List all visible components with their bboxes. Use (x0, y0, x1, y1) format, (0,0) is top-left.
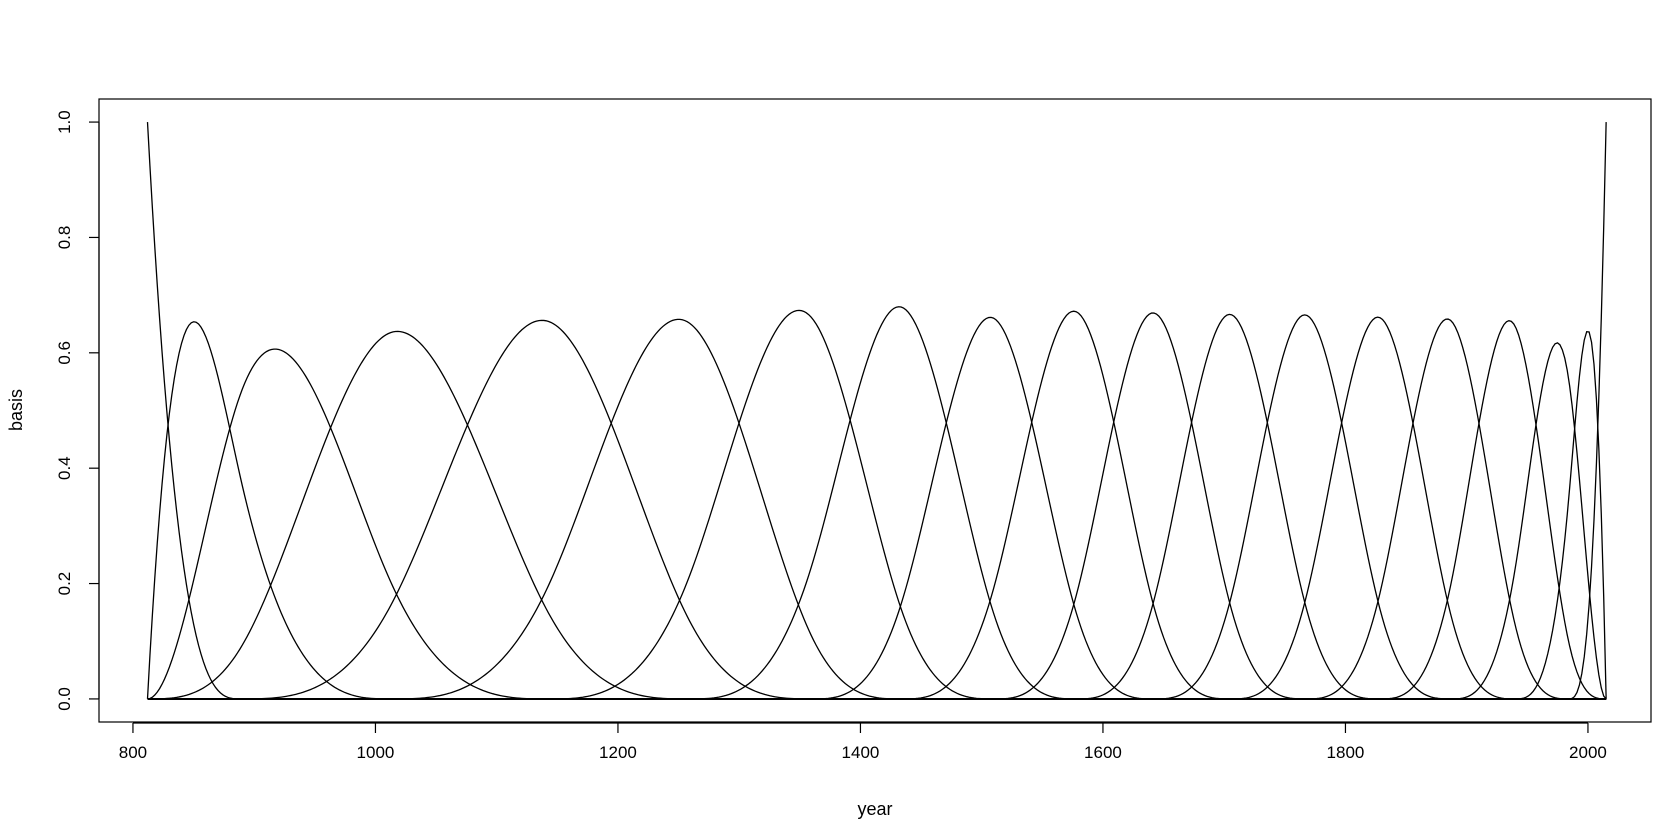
x-axis: 800 1000 1200 1400 1600 1800 2000 (119, 722, 1607, 762)
y-tick-label: 0.0 (55, 687, 74, 711)
basis-line-6 (147, 318, 1607, 700)
x-axis-label: year (857, 799, 892, 819)
x-tick-label: 2000 (1569, 743, 1607, 762)
x-tick-label: 1400 (842, 743, 880, 762)
basis-line-11 (147, 312, 1607, 700)
basis-line-1 (146, 122, 1607, 700)
basis-line-16 (147, 320, 1607, 700)
y-tick-label: 0.2 (55, 572, 74, 596)
y-tick-label: 0.6 (55, 341, 74, 365)
y-tick-label: 0.8 (55, 226, 74, 250)
x-tick-label: 1600 (1084, 743, 1122, 762)
basis-line-12 (147, 313, 1607, 700)
basis-line-19 (147, 122, 1607, 700)
basis-line-2 (146, 321, 1607, 700)
y-axis-label: basis (6, 389, 26, 431)
basis-line-7 (147, 309, 1607, 700)
plot-frame (98, 98, 1652, 723)
x-tick-label: 1000 (357, 743, 395, 762)
basis-line-13 (147, 314, 1607, 700)
x-tick-label: 1800 (1327, 743, 1365, 762)
basis-line-9 (147, 316, 1607, 700)
basis-line-8 (147, 306, 1607, 700)
y-tick-label: 0.4 (55, 456, 74, 480)
basis-line-14 (147, 316, 1607, 700)
basis-line-5 (147, 319, 1607, 700)
basis-line-10 (147, 310, 1607, 700)
basis-line-15 (147, 318, 1607, 700)
y-axis: 0.0 0.2 0.4 0.6 0.8 1.0 (55, 110, 100, 711)
x-tick-label: 1200 (599, 743, 637, 762)
x-tick-label: 800 (119, 743, 147, 762)
y-tick-label: 1.0 (55, 110, 74, 134)
series-lines (146, 122, 1607, 700)
